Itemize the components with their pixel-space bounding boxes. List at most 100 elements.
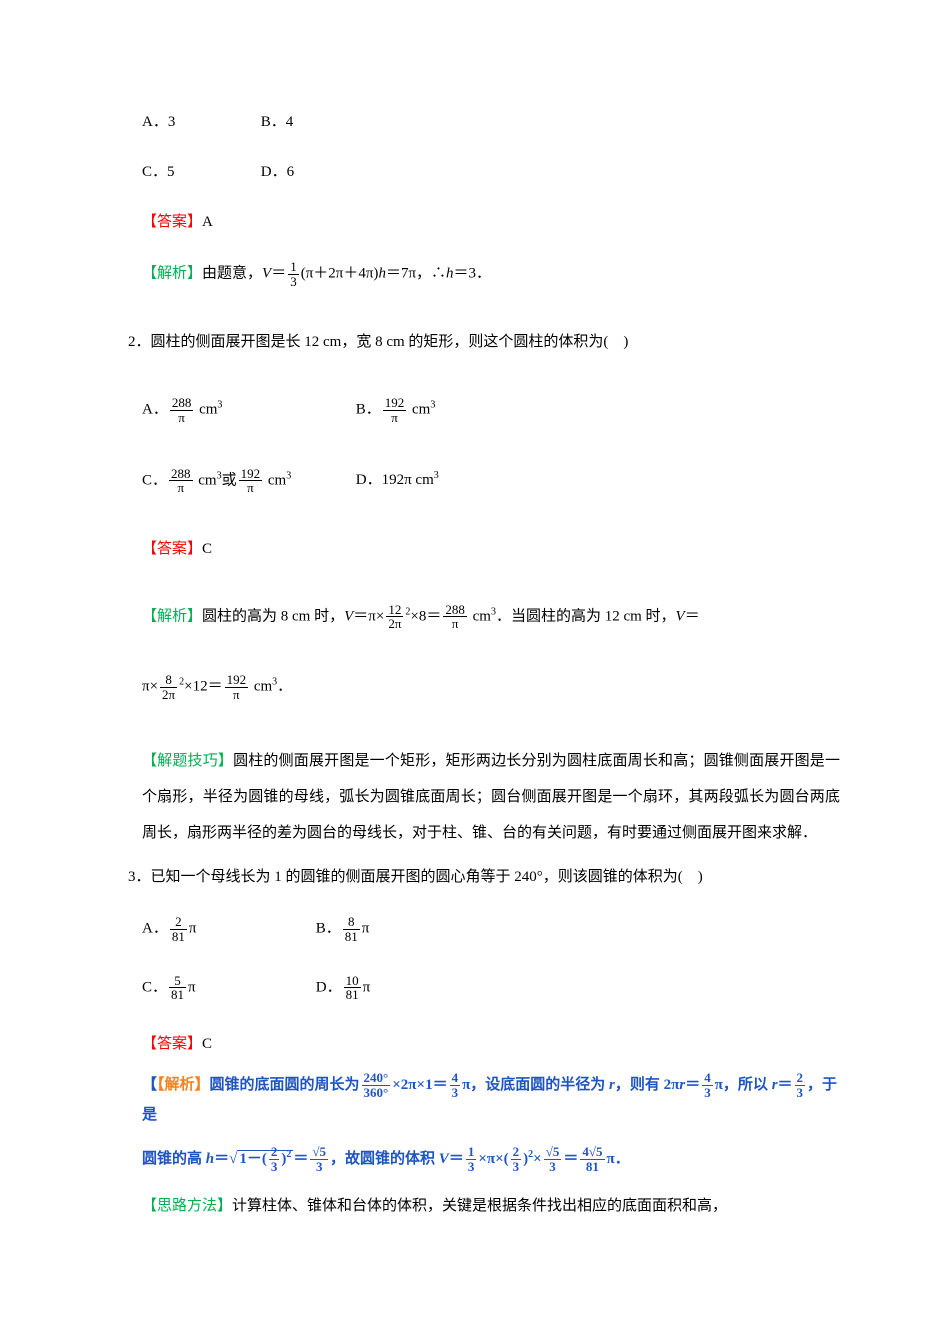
explain-label: 【解析】 — [142, 266, 202, 282]
frac-5-81: 581 — [169, 974, 186, 1002]
q1-end: ＝3． — [454, 266, 492, 282]
answer-label: 【答案】 — [142, 1036, 202, 1052]
q2-options-row2: C．288π cm3或192π cm3 D．192π cm3 — [110, 467, 840, 495]
q3-method: 【思路方法】计算柱体、锥体和台体的体积，关键是根据条件找出相应的底面面积和高， — [110, 1188, 840, 1224]
frac-192-pi: 192π — [383, 396, 407, 424]
answer-label: 【答案】 — [142, 214, 202, 230]
num: 4 — [450, 1071, 461, 1085]
t: π，所以 — [715, 1077, 772, 1093]
q2-explain-line1: 【解析】圆柱的高为 8 cm 时，V＝π×122π2×8＝288π cm3．当圆… — [110, 603, 840, 631]
frac-192-pi: 192π — [225, 673, 249, 701]
explain-label-blue: 【 — [142, 1077, 157, 1093]
t: ，故圆锥的体积 — [330, 1151, 439, 1167]
t: 圆锥的高 — [142, 1151, 206, 1167]
den: 81 — [344, 987, 361, 1002]
frac-2-3: 23 — [795, 1071, 806, 1099]
q3-option-d: D．1081π — [316, 974, 370, 1002]
den: 2π — [160, 687, 177, 702]
den: 81 — [343, 929, 360, 944]
t: ( — [504, 1151, 509, 1167]
lbl: A． — [142, 921, 168, 937]
eq: ＝ — [271, 266, 286, 282]
num: 2 — [511, 1145, 522, 1159]
den: π — [239, 480, 263, 495]
t: π，设底面圆的半径为 — [462, 1077, 609, 1093]
lbl: B． — [316, 921, 341, 937]
num: 192 — [225, 673, 249, 687]
t: ＝ — [449, 1151, 464, 1167]
t: ＝ — [214, 1151, 229, 1167]
den: 3 — [511, 1159, 522, 1174]
frac-2-3: 23 — [511, 1145, 522, 1173]
pi: π — [189, 921, 197, 937]
pi: π — [363, 979, 371, 995]
frac-4-3: 43 — [450, 1071, 461, 1099]
explain-label: 【解析】 — [142, 608, 202, 624]
frac-288-pi: 288π — [169, 467, 193, 495]
var-V: V — [676, 608, 685, 624]
q3-option-a: A．281π — [142, 915, 312, 943]
num: 8 — [160, 673, 177, 687]
unit: cm — [408, 402, 430, 418]
q2-explain-line2: π×82π2×12＝192π cm3． — [110, 673, 840, 701]
den: 3 — [544, 1159, 562, 1174]
sqrt: √1－(23)2 — [229, 1150, 293, 1167]
sup3: 3 — [286, 470, 291, 481]
q2-options-row1: A．288π cm3 B．192π cm3 — [110, 396, 840, 424]
num: 2 — [795, 1071, 806, 1085]
or: 或 — [222, 472, 237, 488]
den: 81 — [580, 1159, 604, 1174]
q2-option-c: C．288π cm3或192π cm3 — [142, 467, 352, 495]
q3-options-row2: C．581π D．1081π — [110, 974, 840, 1002]
var-h: h — [206, 1151, 214, 1167]
q2-technique: 【解题技巧】圆柱的侧面展开图是一个矩形，矩形两边长分别为圆柱底面周长和高；圆锥侧… — [110, 743, 840, 851]
num: √5 — [544, 1145, 562, 1159]
lbl: C． — [142, 472, 167, 488]
frac-1-3: 13 — [288, 260, 299, 288]
den: 2π — [386, 616, 403, 631]
t: ．当圆柱的高为 12 cm 时， — [496, 608, 676, 624]
frac-4sqrt5-81: 4√581 — [580, 1145, 604, 1173]
lbl: C． — [142, 979, 167, 995]
t: ×12＝ — [184, 679, 222, 695]
lbl: D．192π cm — [356, 472, 434, 488]
t: 1－ — [239, 1151, 262, 1167]
frac-8-2pi: 82π — [160, 673, 177, 701]
t: ＝ — [685, 608, 700, 624]
sup3: 3 — [434, 470, 439, 481]
unit: cm — [195, 472, 217, 488]
q2-answer: 【答案】C — [110, 537, 840, 561]
q1-mid: (π＋2π＋4π) — [301, 266, 379, 282]
den: π — [170, 410, 194, 425]
pi: π — [362, 921, 370, 937]
t: π× — [142, 679, 158, 695]
answer-label: 【答案】 — [142, 541, 202, 557]
t: ＝ — [685, 1077, 700, 1093]
q1-explain-pre: 由题意， — [202, 266, 262, 282]
t: ＝ — [293, 1151, 308, 1167]
t: 圆锥的底面圆的周长为 — [210, 1077, 360, 1093]
t: π． — [607, 1151, 630, 1167]
den: π — [383, 410, 407, 425]
q1-options-row1: A．3 B．4 — [110, 110, 840, 134]
pi: π — [188, 979, 196, 995]
method-text: 计算柱体、锥体和台体的体积，关键是根据条件找出相应的底面面积和高， — [232, 1198, 727, 1214]
den: 81 — [170, 929, 187, 944]
q1-option-b: B．4 — [261, 110, 294, 134]
q1-answer-letter: A — [202, 214, 213, 230]
den: π — [169, 480, 193, 495]
technique-text: 圆柱的侧面展开图是一个矩形，矩形两边长分别为圆柱底面周长和高；圆锥侧面展开图是一… — [142, 753, 840, 841]
q3-explain-line2: 圆锥的高 h＝√1－(23)2＝√53，故圆锥的体积 V＝13×π×(23)2×… — [110, 1144, 840, 1174]
q1-option-d: D．6 — [261, 160, 294, 184]
q3-stem: 3．已知一个母线长为 1 的圆锥的侧面展开图的圆心角等于 240°，则该圆锥的体… — [110, 865, 840, 889]
sup3: 3 — [430, 400, 435, 411]
num: 240° — [362, 1071, 391, 1085]
frac-12-2pi: 122π — [386, 603, 403, 631]
den: 3 — [269, 1159, 280, 1174]
frac-10-81: 1081 — [344, 974, 361, 1002]
q3-options-row1: A．281π B．881π — [110, 915, 840, 943]
page: A．3 B．4 C．5 D．6 【答案】A 【解析】由题意，V＝13(π＋2π＋… — [0, 0, 950, 1344]
num: 192 — [383, 396, 407, 410]
num: 4√5 — [580, 1145, 604, 1159]
var-V: V — [262, 266, 271, 282]
